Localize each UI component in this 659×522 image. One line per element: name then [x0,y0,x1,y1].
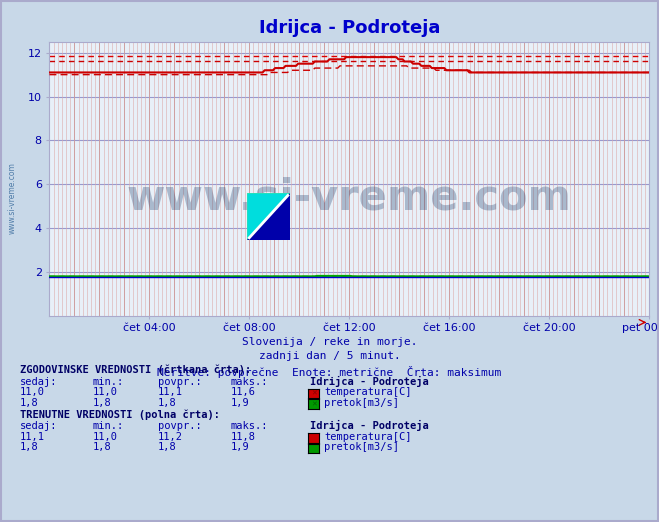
Text: 11,1: 11,1 [20,432,45,442]
Text: maks.:: maks.: [231,421,268,431]
Text: 1,8: 1,8 [158,398,177,408]
Text: temperatura[C]: temperatura[C] [324,432,412,442]
Text: ZGODOVINSKE VREDNOSTI (črtkana črta):: ZGODOVINSKE VREDNOSTI (črtkana črta): [20,365,251,375]
Text: 11,8: 11,8 [231,432,256,442]
Text: ✕: ✕ [311,401,316,407]
Text: 1,8: 1,8 [92,442,111,452]
Text: www.si-vreme.com: www.si-vreme.com [127,177,572,219]
Text: TRENUTNE VREDNOSTI (polna črta):: TRENUTNE VREDNOSTI (polna črta): [20,409,219,420]
Text: min.:: min.: [92,421,123,431]
Text: 11,6: 11,6 [231,387,256,397]
Text: temperatura[C]: temperatura[C] [324,387,412,397]
Text: povpr.:: povpr.: [158,377,202,387]
Text: 1,8: 1,8 [158,442,177,452]
Text: zadnji dan / 5 minut.: zadnji dan / 5 minut. [258,351,401,361]
Text: Idrijca - Podroteja: Idrijca - Podroteja [310,376,428,387]
Text: 11,0: 11,0 [92,387,117,397]
Title: Idrijca - Podroteja: Idrijca - Podroteja [258,19,440,38]
Text: 1,9: 1,9 [231,398,249,408]
Text: min.:: min.: [92,377,123,387]
Text: Meritve: povprečne  Enote: metrične  Črta: maksimum: Meritve: povprečne Enote: metrične Črta:… [158,366,501,378]
Text: 11,0: 11,0 [92,432,117,442]
Text: pretok[m3/s]: pretok[m3/s] [324,442,399,452]
Text: pretok[m3/s]: pretok[m3/s] [324,398,399,408]
Text: 1,8: 1,8 [20,442,38,452]
Text: Slovenija / reke in morje.: Slovenija / reke in morje. [242,337,417,347]
Polygon shape [247,193,290,240]
Text: sedaj:: sedaj: [20,377,57,387]
Text: 1,8: 1,8 [92,398,111,408]
Text: 11,1: 11,1 [158,387,183,397]
Text: sedaj:: sedaj: [20,421,57,431]
Text: ✕: ✕ [311,390,316,397]
Text: povpr.:: povpr.: [158,421,202,431]
Text: 11,0: 11,0 [20,387,45,397]
Text: 11,2: 11,2 [158,432,183,442]
Text: 1,9: 1,9 [231,442,249,452]
Polygon shape [247,193,290,240]
Text: Idrijca - Podroteja: Idrijca - Podroteja [310,420,428,431]
Text: maks.:: maks.: [231,377,268,387]
Text: www.si-vreme.com: www.si-vreme.com [7,162,16,234]
Text: 1,8: 1,8 [20,398,38,408]
